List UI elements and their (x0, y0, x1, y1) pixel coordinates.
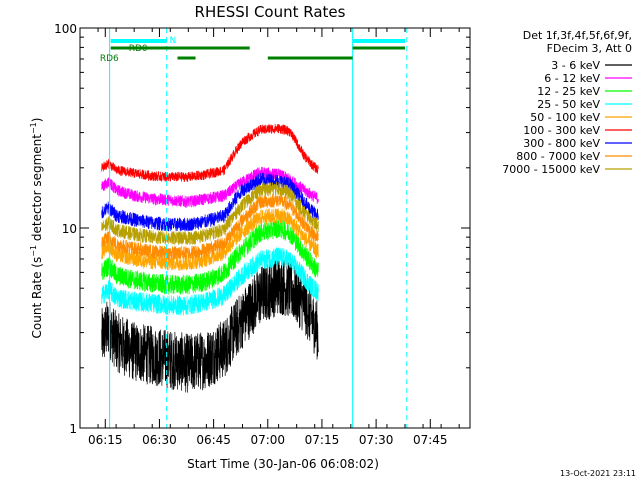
legend-label: 300 - 800 keV (523, 137, 600, 150)
x-tick-label: 07:30 (359, 433, 394, 447)
y-tick-label: 1 (69, 422, 77, 436)
y-tick-label: 10 (62, 222, 77, 236)
legend-label: 50 - 100 keV (530, 111, 600, 124)
series-layer (101, 123, 319, 393)
chart-title: RHESSI Count Rates (195, 3, 346, 21)
legend-header-2: FDecim 3, Att 0 (547, 42, 632, 55)
series-line (101, 247, 319, 316)
y-axis-label: Count Rate (s−1 detector segment−1) (29, 118, 44, 339)
x-tick-label: 07:00 (250, 433, 285, 447)
series-12-25-kev (101, 218, 319, 295)
legend: Det 1f,3f,4f,5f,6f,9f, FDecim 3, Att 0 3… (502, 29, 632, 176)
x-tick-label: 07:15 (305, 433, 340, 447)
legend-label: 25 - 50 keV (537, 98, 600, 111)
y-tick-label: 100 (54, 22, 77, 36)
x-tick-label: 06:15 (88, 433, 123, 447)
series-300-800-kev (101, 172, 319, 232)
legend-header-1: Det 1f,3f,4f,5f,6f,9f, (523, 29, 632, 42)
series-line (101, 166, 319, 208)
series-line (101, 193, 319, 260)
legend-label: 7000 - 15000 keV (502, 163, 600, 176)
marker-label-n: N (170, 36, 177, 46)
legend-label: 6 - 12 keV (544, 72, 600, 85)
series-line (101, 172, 319, 232)
series-line (101, 218, 319, 295)
series-50-100-kev (101, 208, 319, 271)
footer-timestamp: 13-Oct-2021 23:11 (560, 469, 636, 478)
series-line (101, 258, 319, 393)
x-tick-label: 06:45 (196, 433, 231, 447)
series-line (101, 123, 319, 182)
axes: 06:15 06:30 06:45 07:00 07:15 07:30 07:45 1 10 10… (54, 22, 471, 447)
series-7000-15000-kev (101, 181, 319, 246)
legend-label: 12 - 25 keV (537, 85, 600, 98)
marker-layer: N RD0 RD6 (100, 28, 408, 428)
series-line (101, 208, 319, 271)
legend-label: 3 - 6 keV (551, 59, 600, 72)
series-6-12-kev (101, 166, 319, 208)
series-25-50-kev (101, 247, 319, 316)
series-800-7000-kev (101, 193, 319, 260)
x-tick-label: 06:30 (142, 433, 177, 447)
marker-label-rd0: RD0 (129, 44, 148, 54)
marker-label-rd6: RD6 (100, 54, 119, 64)
x-tick-label: 07:45 (413, 433, 448, 447)
series-100-300-kev (101, 123, 319, 182)
series-3-6-kev (101, 258, 319, 393)
legend-label: 800 - 7000 keV (516, 150, 600, 163)
series-line (101, 181, 319, 246)
legend-label: 100 - 300 keV (523, 124, 600, 137)
x-axis-label: Start Time (30-Jan-06 06:08:02) (187, 457, 379, 471)
